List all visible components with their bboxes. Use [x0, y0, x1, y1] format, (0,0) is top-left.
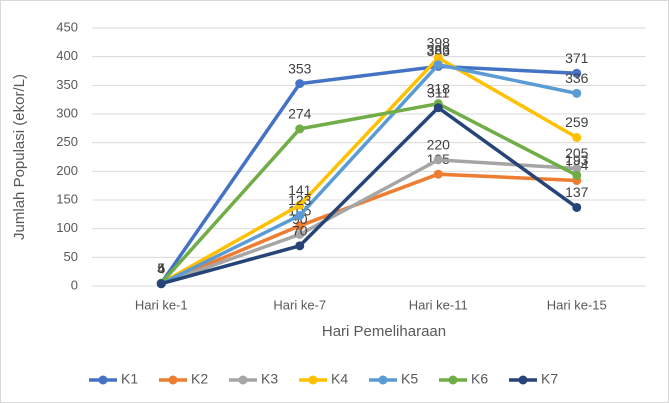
- data-label: 259: [565, 114, 589, 130]
- data-label: 141: [288, 182, 312, 198]
- y-tick-label: 450: [56, 19, 78, 34]
- data-label: 318: [427, 80, 451, 96]
- legend-label: K1: [121, 371, 138, 387]
- point: [433, 103, 443, 113]
- point: [295, 210, 305, 220]
- point: [295, 241, 305, 251]
- legend-label: K2: [191, 371, 208, 387]
- legend-marker: [308, 375, 318, 385]
- legend-label: K7: [541, 371, 558, 387]
- y-axis-title: Jumlah Populasi (ekor/L): [11, 74, 28, 240]
- data-label: 4: [157, 260, 165, 276]
- legend-marker: [448, 375, 458, 385]
- point: [572, 170, 582, 180]
- legend-label: K6: [471, 371, 488, 387]
- x-tick-label: Hari ke-11: [409, 297, 468, 312]
- point: [156, 279, 166, 289]
- data-label: 311: [427, 84, 450, 100]
- data-label: 274: [288, 106, 312, 122]
- y-tick-label: 350: [56, 77, 78, 92]
- point: [572, 68, 582, 78]
- data-label: 5: [157, 260, 165, 276]
- series-line: [160, 172, 577, 286]
- y-tick-label: 0: [71, 277, 78, 292]
- point: [572, 88, 582, 98]
- data-label: 123: [288, 192, 312, 208]
- point: [295, 200, 305, 210]
- y-tick-label: 100: [56, 220, 78, 235]
- point: [572, 133, 582, 143]
- point: [572, 202, 582, 212]
- data-label: 220: [427, 137, 451, 153]
- legend-marker: [98, 375, 108, 385]
- legend-marker: [378, 375, 388, 385]
- series-line: [159, 101, 578, 285]
- data-label: 205: [565, 145, 589, 161]
- point: [572, 163, 582, 173]
- point: [433, 155, 443, 165]
- data-label: 4: [157, 260, 165, 276]
- data-label: 5: [157, 260, 165, 276]
- y-tick-label: 400: [56, 48, 78, 63]
- legend-label: K4: [331, 371, 348, 387]
- legend-label: K3: [261, 371, 278, 387]
- data-label: 383: [427, 43, 451, 59]
- point: [295, 79, 305, 89]
- point: [295, 229, 305, 239]
- data-label: 193: [565, 152, 589, 168]
- point: [433, 60, 443, 70]
- point: [295, 221, 305, 231]
- y-tick-label: 200: [56, 163, 78, 178]
- x-tick-label: Hari ke-1: [135, 297, 188, 312]
- y-tick-label: 50: [64, 249, 78, 264]
- y-tick-label: 250: [56, 134, 78, 149]
- point: [433, 169, 443, 179]
- data-label: 137: [565, 184, 589, 200]
- legend-marker: [518, 375, 528, 385]
- legend-marker: [238, 375, 248, 385]
- series-line: [160, 62, 578, 286]
- y-tick-label: 300: [56, 105, 78, 120]
- point: [295, 124, 305, 134]
- series-line: [160, 55, 578, 285]
- x-tick-label: Hari ke-15: [547, 297, 607, 312]
- series-line: [160, 105, 578, 286]
- data-label: 386: [427, 41, 451, 57]
- x-tick-label: Hari ke-7: [273, 297, 326, 312]
- data-label: 4: [157, 260, 165, 276]
- data-label: 70: [292, 223, 308, 239]
- y-tick-label: 150: [56, 191, 78, 206]
- x-axis-title: Hari Pemeliharaan: [322, 323, 446, 340]
- series-line: [159, 64, 577, 285]
- data-label: 371: [565, 50, 589, 66]
- data-label: 336: [565, 70, 589, 86]
- point: [433, 53, 443, 63]
- series-line: [160, 158, 577, 286]
- data-label: 5: [157, 260, 165, 276]
- data-label: 353: [288, 60, 312, 76]
- legend-label: K5: [401, 371, 418, 387]
- legend-marker: [168, 375, 178, 385]
- data-label: 398: [427, 35, 451, 51]
- data-label: 4: [157, 260, 165, 276]
